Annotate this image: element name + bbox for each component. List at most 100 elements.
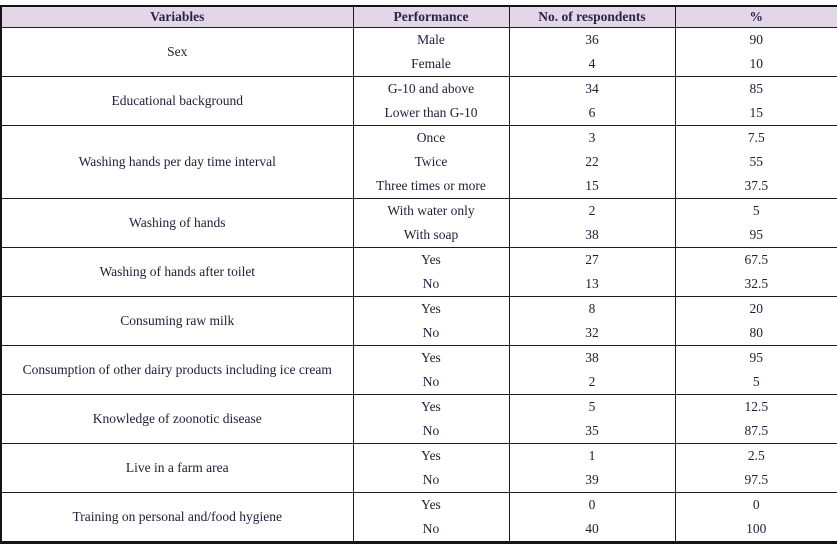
respondents-cell: 8 32 bbox=[508, 295, 676, 346]
respondents-value: 6 bbox=[588, 104, 596, 120]
performance-value: Yes bbox=[421, 496, 441, 512]
respondents-value: 15 bbox=[585, 177, 599, 193]
variable-cell: Washing of hands bbox=[0, 197, 354, 248]
percent-value: 55 bbox=[749, 153, 764, 169]
respondents-value: 38 bbox=[585, 226, 599, 242]
percent-value: 87.5 bbox=[744, 422, 769, 438]
percent-value: 67.5 bbox=[744, 251, 769, 267]
performance-value: Yes bbox=[421, 300, 441, 316]
table-row-education: Educational background G-10 and above Lo… bbox=[0, 75, 837, 126]
performance-value: No bbox=[422, 520, 440, 536]
respondents-cell: 1 39 bbox=[508, 442, 676, 493]
respondents-value: 13 bbox=[585, 275, 599, 291]
percent-value: 32.5 bbox=[744, 275, 769, 291]
performance-cell: Yes No bbox=[352, 393, 510, 444]
variable-cell: Washing hands per day time interval bbox=[0, 124, 354, 199]
column-header-percent: % bbox=[674, 5, 837, 28]
respondents-value: 32 bbox=[585, 324, 599, 340]
performance-value: No bbox=[422, 324, 440, 340]
percent-value: 85 bbox=[749, 80, 764, 96]
performance-value: With soap bbox=[403, 226, 459, 242]
performance-value: Female bbox=[411, 55, 451, 71]
respondents-cell: 0 40 bbox=[508, 491, 676, 543]
percent-value: 100 bbox=[746, 520, 767, 536]
respondents-value: 22 bbox=[585, 153, 599, 169]
table-row-dairy-products: Consumption of other dairy products incl… bbox=[0, 344, 837, 395]
respondents-value: 1 bbox=[588, 447, 596, 463]
respondents-value: 36 bbox=[585, 31, 599, 47]
percent-cell: 2.5 97.5 bbox=[674, 442, 837, 493]
performance-value: Lower than G-10 bbox=[384, 104, 478, 120]
respondents-value: 27 bbox=[585, 251, 599, 267]
respondents-value: 4 bbox=[588, 55, 596, 71]
respondents-value: 34 bbox=[585, 80, 599, 96]
percent-cell: 90 10 bbox=[674, 26, 837, 77]
respondents-cell: 38 2 bbox=[508, 344, 676, 395]
performance-value: No bbox=[422, 275, 440, 291]
percent-cell: 7.5 55 37.5 bbox=[674, 124, 837, 199]
percent-value: 0 bbox=[752, 496, 760, 512]
respondents-cell: 27 13 bbox=[508, 246, 676, 297]
percent-value: 80 bbox=[749, 324, 764, 340]
performance-value: G-10 and above bbox=[387, 80, 475, 96]
respondents-value: 38 bbox=[585, 349, 599, 365]
percent-value: 97.5 bbox=[744, 471, 769, 487]
performance-cell: Yes No bbox=[352, 295, 510, 346]
performance-cell: G-10 and above Lower than G-10 bbox=[352, 75, 510, 126]
respondents-value: 40 bbox=[585, 520, 599, 536]
percent-value: 20 bbox=[749, 300, 764, 316]
performance-value: Yes bbox=[421, 251, 441, 267]
variable-cell: Sex bbox=[0, 26, 354, 77]
respondents-value: 35 bbox=[585, 422, 599, 438]
performance-value: With water only bbox=[387, 202, 475, 218]
performance-value: Three times or more bbox=[376, 177, 486, 193]
respondents-cell: 2 38 bbox=[508, 197, 676, 248]
respondents-value: 3 bbox=[588, 129, 596, 145]
variable-cell: Consumption of other dairy products incl… bbox=[0, 344, 354, 395]
percent-value: 90 bbox=[749, 31, 764, 47]
respondents-value: 2 bbox=[588, 373, 596, 389]
percent-value: 12.5 bbox=[744, 398, 769, 414]
performance-cell: Once Twice Three times or more bbox=[352, 124, 510, 199]
respondents-cell: 34 6 bbox=[508, 75, 676, 126]
performance-cell: Yes No bbox=[352, 246, 510, 297]
table-row-hygiene-training: Training on personal and/food hygiene Ye… bbox=[0, 491, 837, 543]
performance-cell: With water only With soap bbox=[352, 197, 510, 248]
table-row-zoonotic-knowledge: Knowledge of zoonotic disease Yes No 5 3… bbox=[0, 393, 837, 444]
percent-value: 95 bbox=[749, 226, 764, 242]
table-header: Variables Performance No. of respondents… bbox=[0, 5, 837, 28]
respondents-value: 8 bbox=[588, 300, 596, 316]
performance-value: Once bbox=[416, 129, 446, 145]
percent-value: 10 bbox=[749, 55, 764, 71]
performance-cell: Yes No bbox=[352, 491, 510, 543]
table-row-farm-area: Live in a farm area Yes No 1 39 2.5 97.5 bbox=[0, 442, 837, 493]
column-header-variables: Variables bbox=[0, 5, 354, 28]
performance-value: No bbox=[422, 422, 440, 438]
demographics-table: Variables Performance No. of respondents… bbox=[0, 5, 837, 544]
percent-value: 15 bbox=[749, 104, 764, 120]
table-row-sex: Sex Male Female 36 4 90 10 bbox=[0, 26, 837, 77]
table-row-washing-method: Washing of hands With water only With so… bbox=[0, 197, 837, 248]
table-body: Sex Male Female 36 4 90 10 Educational b… bbox=[0, 26, 837, 543]
performance-value: Twice bbox=[414, 153, 448, 169]
performance-value: Yes bbox=[421, 447, 441, 463]
table-row-raw-milk: Consuming raw milk Yes No 8 32 20 80 bbox=[0, 295, 837, 346]
percent-value: 95 bbox=[749, 349, 764, 365]
performance-value: Yes bbox=[421, 349, 441, 365]
percent-value: 37.5 bbox=[744, 177, 769, 193]
column-header-performance: Performance bbox=[352, 5, 510, 28]
performance-value: Yes bbox=[421, 398, 441, 414]
percent-cell: 20 80 bbox=[674, 295, 837, 346]
variable-cell: Knowledge of zoonotic disease bbox=[0, 393, 354, 444]
percent-value: 5 bbox=[752, 202, 760, 218]
percent-cell: 95 5 bbox=[674, 344, 837, 395]
percent-cell: 0 100 bbox=[674, 491, 837, 543]
respondents-value: 39 bbox=[585, 471, 599, 487]
variable-cell: Washing of hands after toilet bbox=[0, 246, 354, 297]
percent-cell: 67.5 32.5 bbox=[674, 246, 837, 297]
respondents-value: 2 bbox=[588, 202, 596, 218]
percent-cell: 5 95 bbox=[674, 197, 837, 248]
percent-value: 7.5 bbox=[747, 129, 765, 145]
respondents-cell: 5 35 bbox=[508, 393, 676, 444]
